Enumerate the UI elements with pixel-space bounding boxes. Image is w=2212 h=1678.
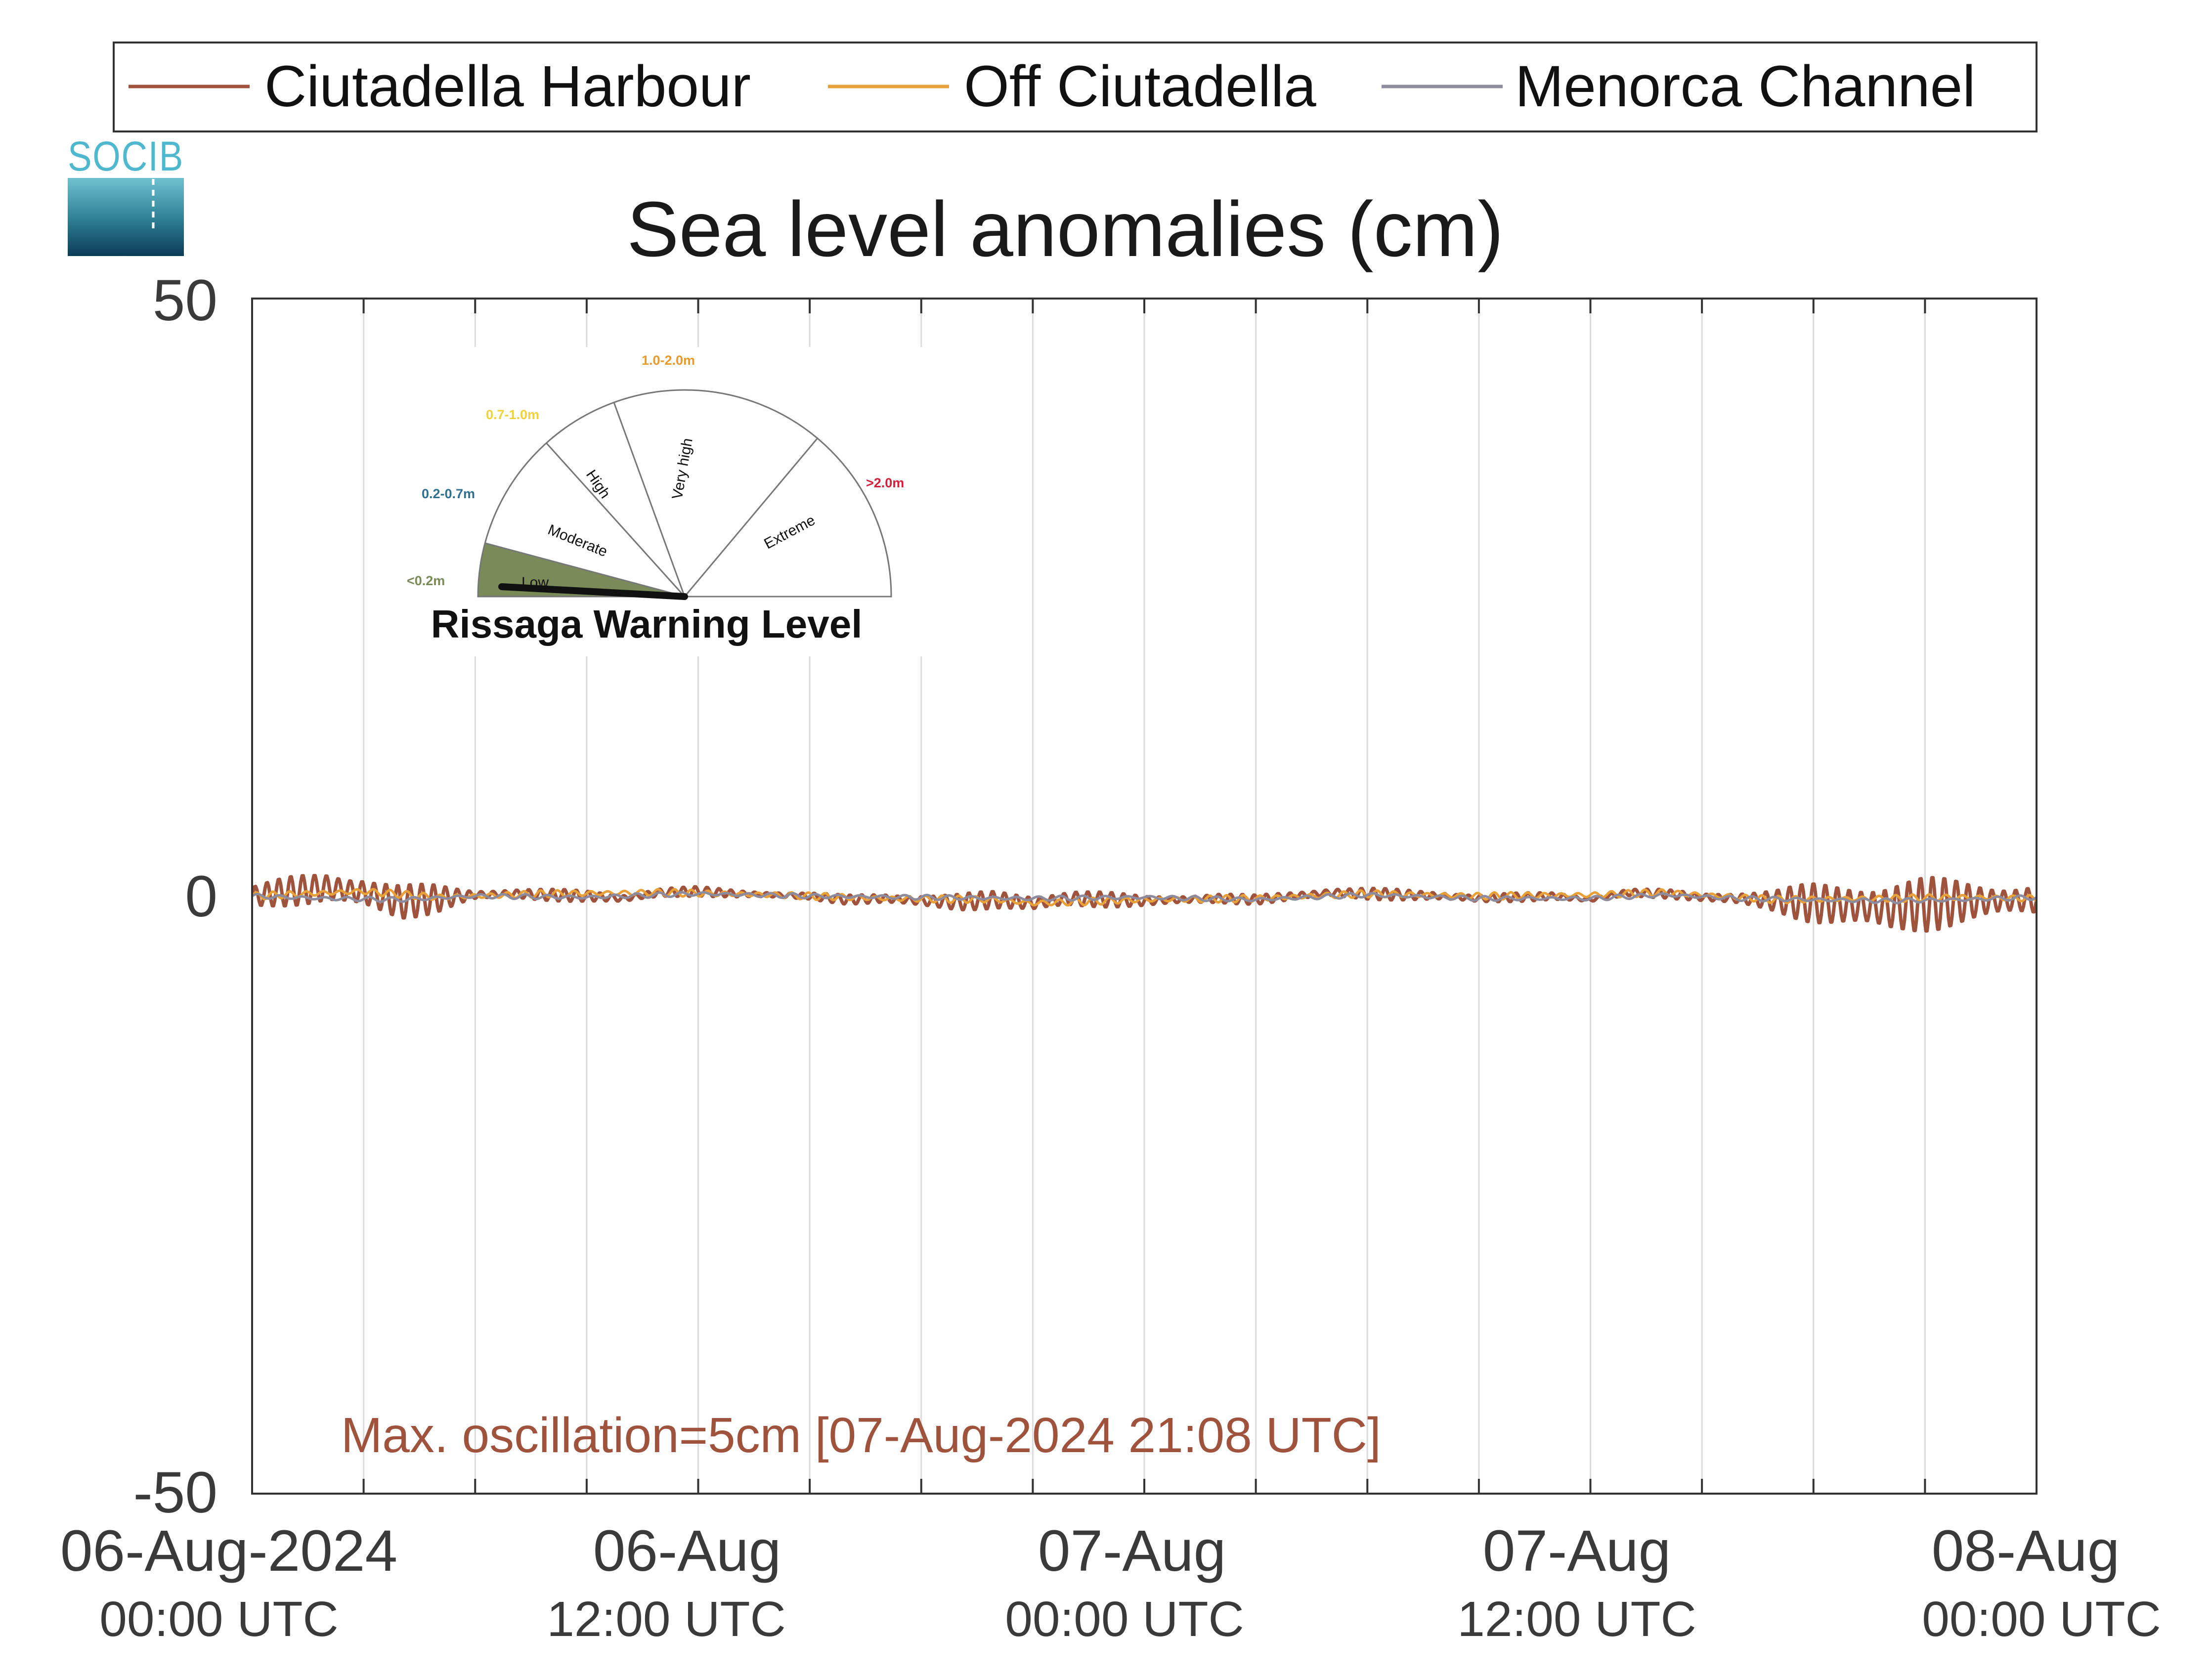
x-tick-labels: 06-Aug-2024 00:00 UTC 06-Aug 12:00 UTC 0…: [60, 1518, 2161, 1647]
max-oscillation-annotation: Max. oscillation=5cm [07-Aug-2024 21:08 …: [341, 1408, 1381, 1463]
x-tick-label-sub-1: 12:00 UTC: [547, 1592, 786, 1647]
socib-logo: SOCIB: [68, 133, 184, 256]
y-tick-label-0: 0: [185, 864, 217, 929]
gauge-range-moderate: 0.2-0.7m: [422, 486, 475, 501]
x-tick-label-main-4: 08-Aug: [1932, 1518, 2120, 1584]
gauge-divider: [484, 542, 685, 598]
gauge-needle: [498, 583, 688, 600]
x-tick-label-main-2: 07-Aug: [1038, 1518, 1226, 1584]
x-tick-label-sub-0: 00:00 UTC: [99, 1592, 339, 1647]
gauge-level-low: Low: [521, 574, 549, 591]
gauge-outline: [477, 389, 892, 598]
x-tick-marks: [362, 299, 1926, 1494]
x-tick-label-sub-2: 00:00 UTC: [1005, 1592, 1244, 1647]
gauge-divider: [546, 442, 686, 598]
x-tick-label-sub-3: 12:00 UTC: [1457, 1592, 1696, 1647]
gauge-range-high: 0.7-1.0m: [486, 407, 539, 422]
gauge-divider: [684, 437, 818, 597]
series-layer: [252, 874, 2037, 933]
x-tick-label-main-1: 06-Aug: [593, 1518, 781, 1584]
legend: Ciutadella Harbour Off Ciutadella Menorc…: [113, 42, 2038, 132]
chart-title: Sea level anomalies (cm): [627, 186, 1504, 273]
y-tick-label-50: 50: [153, 268, 217, 333]
legend-label-ciutadella-harbour: Ciutadella Harbour: [264, 54, 751, 119]
socib-logo-block: [68, 178, 184, 256]
x-tick-label-sub-4: 00:00 UTC: [1922, 1592, 2161, 1647]
series-line-menorca-channel: [252, 891, 2037, 904]
x-tick-label-main-3: 07-Aug: [1483, 1518, 1671, 1584]
gauge-range-extreme: >2.0m: [866, 475, 904, 490]
socib-logo-text: SOCIB: [68, 133, 184, 179]
gauge-title: Rissaga Warning Level: [431, 602, 863, 646]
legend-label-off-ciutadella: Off Ciutadella: [964, 54, 1316, 119]
x-tick-label-main-0: 06-Aug-2024: [60, 1518, 397, 1584]
gauge-background: [398, 347, 927, 656]
rissaga-warning-gauge: Low Moderate High Very high Extreme <0.2…: [398, 347, 927, 656]
gauge-divider: [613, 402, 686, 597]
gauge-range-low: <0.2m: [407, 573, 445, 588]
gauge-range-very-high: 1.0-2.0m: [642, 353, 695, 368]
gauge-dividers: [484, 402, 818, 598]
legend-label-menorca-channel: Menorca Channel: [1515, 54, 1975, 119]
y-tick-label-minus-50: -50: [133, 1460, 217, 1525]
legend-box: [113, 42, 2038, 132]
